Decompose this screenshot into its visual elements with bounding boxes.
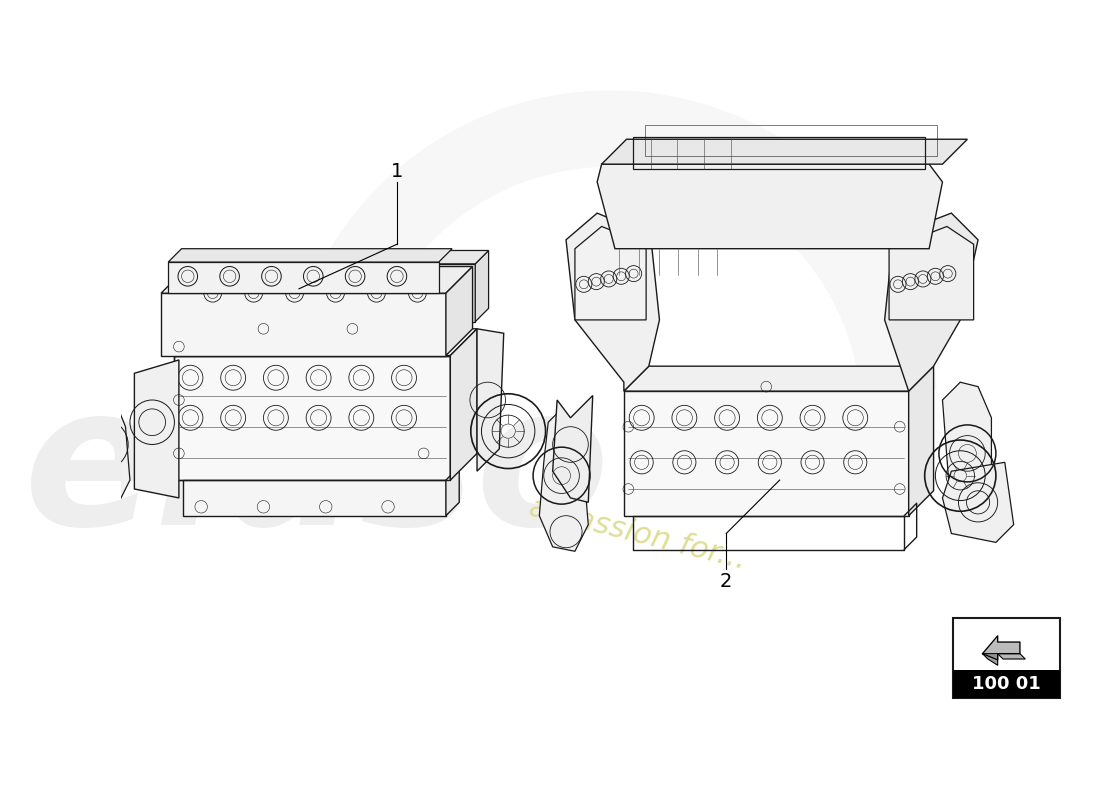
- Polygon shape: [168, 262, 439, 294]
- Polygon shape: [195, 264, 475, 322]
- Polygon shape: [175, 355, 450, 480]
- Polygon shape: [446, 266, 473, 355]
- Polygon shape: [982, 636, 1020, 660]
- Polygon shape: [175, 329, 477, 355]
- Polygon shape: [475, 250, 488, 322]
- Polygon shape: [566, 213, 660, 391]
- Polygon shape: [943, 462, 1014, 542]
- Polygon shape: [446, 466, 459, 516]
- Polygon shape: [624, 391, 909, 516]
- Bar: [646, 125, 937, 156]
- Polygon shape: [624, 366, 934, 391]
- Polygon shape: [477, 329, 504, 471]
- Polygon shape: [161, 294, 446, 355]
- Text: eluso: eluso: [23, 377, 610, 565]
- Polygon shape: [450, 329, 477, 480]
- Text: a passion for...: a passion for...: [526, 493, 749, 574]
- Polygon shape: [943, 382, 991, 516]
- Polygon shape: [184, 480, 446, 516]
- Bar: [954, 618, 1060, 698]
- Text: 1: 1: [390, 162, 403, 181]
- Polygon shape: [195, 250, 488, 264]
- Polygon shape: [168, 249, 452, 262]
- Text: 2: 2: [720, 572, 733, 591]
- Polygon shape: [602, 139, 967, 164]
- Polygon shape: [161, 266, 473, 294]
- Polygon shape: [134, 360, 179, 498]
- Polygon shape: [889, 226, 974, 320]
- Polygon shape: [909, 366, 934, 516]
- Polygon shape: [597, 164, 943, 249]
- Text: 100 01: 100 01: [972, 675, 1041, 693]
- Bar: [954, 670, 1060, 698]
- Bar: [632, 138, 925, 169]
- Polygon shape: [998, 654, 1025, 659]
- Polygon shape: [884, 213, 978, 391]
- Polygon shape: [539, 409, 588, 551]
- Polygon shape: [552, 395, 593, 502]
- Polygon shape: [982, 654, 998, 666]
- Polygon shape: [86, 382, 130, 506]
- Polygon shape: [575, 226, 646, 320]
